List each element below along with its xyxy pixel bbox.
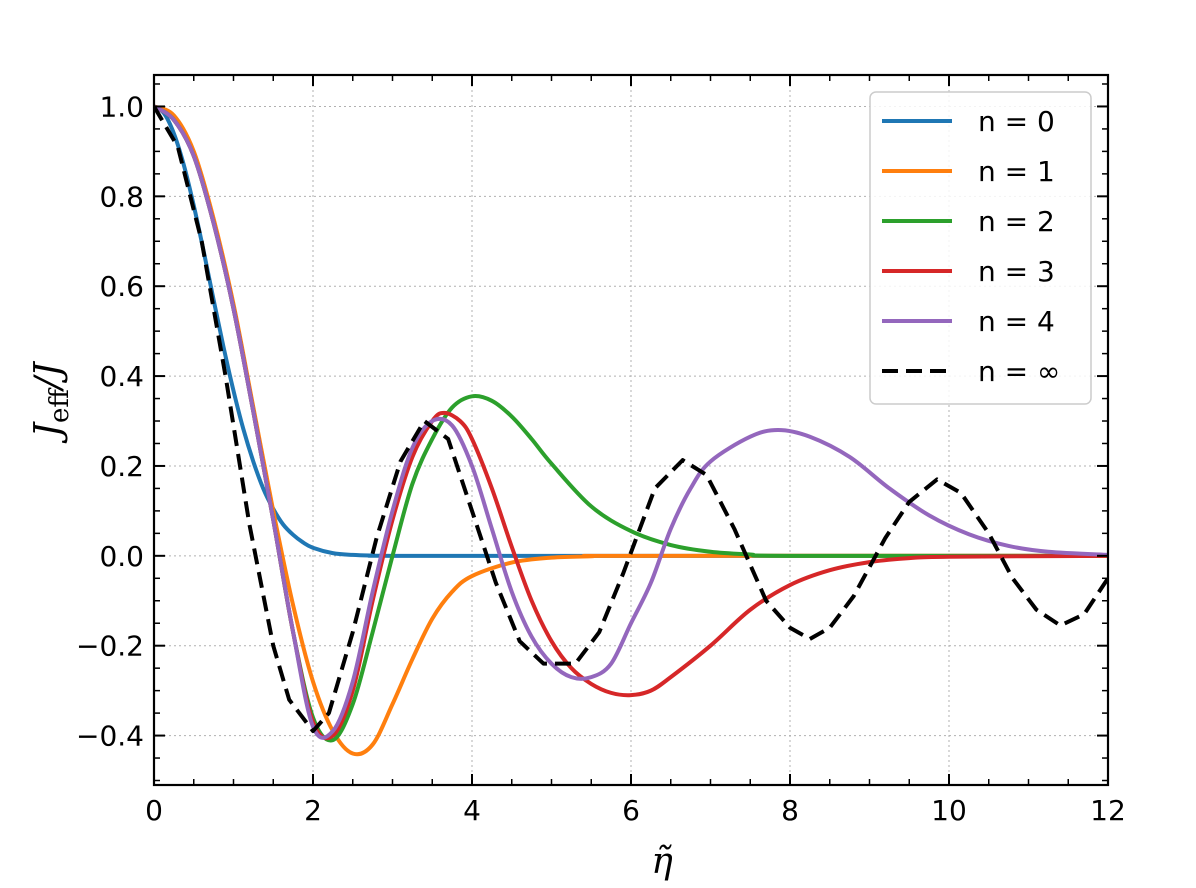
series-line-5 [154,105,1108,734]
x-tick-label: 6 [622,794,640,827]
axis-ticks [153,75,1109,785]
x-tick-label: 8 [781,794,799,827]
y-axis-label: Jeff/J [28,360,75,444]
y-axis-label-suffix: /J [28,360,69,392]
y-tick-label: 0.8 [99,180,144,213]
x-axis-label: η̃ [651,841,673,882]
y-tick-label: 0.4 [99,360,144,393]
tick-labels: 0 2 4 6 8 10 12 −0.4 −0.2 0.0 0.2 0.4 0.6 0.8 1.0 [76,90,1126,827]
y-axis-label-main: J [28,420,69,444]
y-tick-label: 0.0 [99,540,144,573]
legend-label: n = 2 [978,205,1055,238]
y-tick-label: −0.4 [76,720,144,753]
series-line-4 [154,104,1108,740]
x-tick-label: 4 [463,794,481,827]
legend-label: n = 1 [978,155,1055,188]
y-tick-label: −0.2 [76,630,144,663]
y-tick-label: 1.0 [99,90,144,123]
legend-label: n = 4 [978,305,1055,338]
legend-label: n = ∞ [978,355,1060,388]
x-tick-label: 0 [145,794,163,827]
y-tick-label: 0.6 [99,270,144,303]
legend: n = 0 n = 1 n = 2 n = 3 n = 4 n = ∞ [869,91,1092,405]
series-lines [154,104,1108,757]
x-tick-label: 2 [304,794,322,827]
x-tick-label: 10 [931,794,967,827]
x-tick-label: 12 [1090,794,1126,827]
legend-label: n = 3 [978,255,1055,288]
y-axis-label-sub: eff [45,387,75,423]
y-tick-label: 0.2 [99,450,144,483]
legend-label: n = 0 [978,105,1055,138]
